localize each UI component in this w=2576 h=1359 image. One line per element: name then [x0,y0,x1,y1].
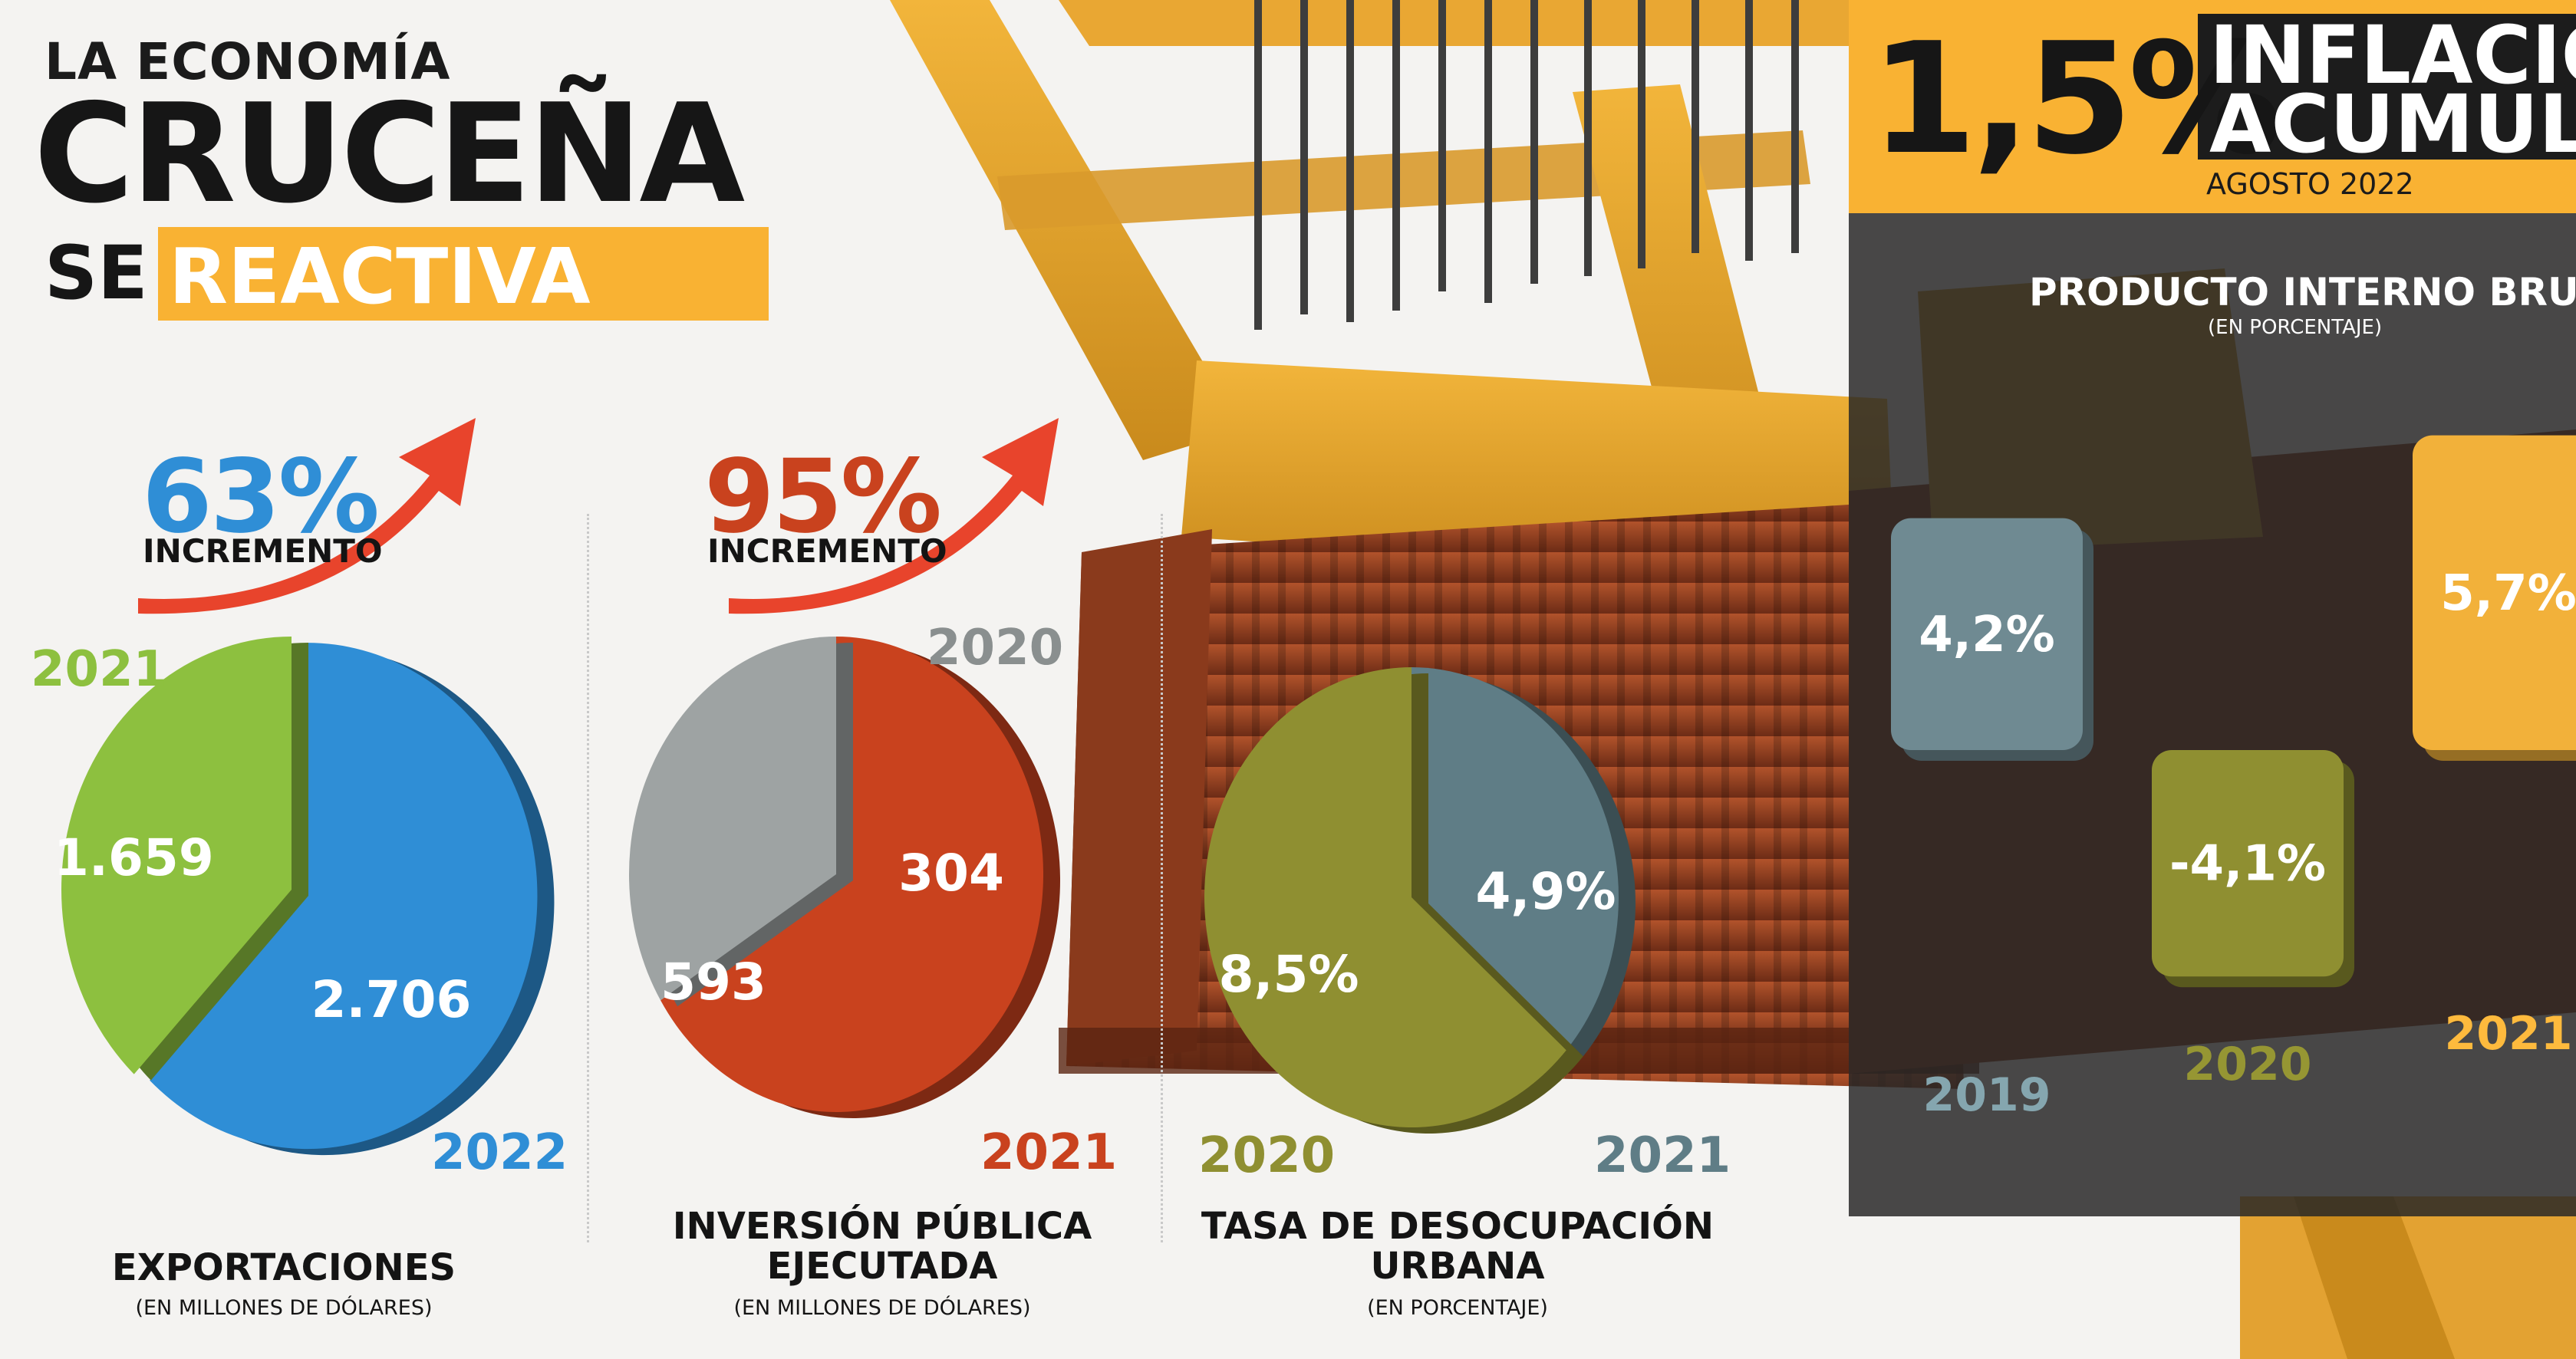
unemp-label-2021: 2021 [1594,1127,1731,1184]
pib-title: PRODUCTO INTERNO BRUTO [2029,270,2576,314]
inflation-value: 1,5% [1870,10,2282,189]
invest-subtitle: (EN MILLONES DE DÓLARES) [733,1296,1031,1320]
pib-bar-2019 [1891,518,2083,750]
invest-title-2: EJECUTADA [766,1245,998,1288]
divider-2 [1161,514,1163,1242]
header-line-3b: REACTIVA [169,232,591,321]
arrow-up-icon [729,418,1059,614]
invest-value-2021: 593 [660,953,766,1012]
pib-bar-chart: 4,2% 2019 -4,1% 2020 5,7% 2021 [1891,435,2576,1122]
pib-bar-2020 [2152,750,2344,977]
export-value-2021: 1.659 [54,828,214,887]
pib-value-2020: -4,1% [2169,836,2326,893]
pib-category-2019: 2019 [1923,1068,2051,1122]
invest-increment-value: 95% [704,438,942,556]
pib-value-2019: 4,2% [1919,607,2055,663]
pib-category-2021: 2021 [2445,1007,2573,1061]
unemp-value-2020: 8,5% [1218,945,1359,1004]
invest-increment-label: INCREMENTO [707,532,947,570]
invest-title-1: INVERSIÓN PÚBLICA [672,1205,1092,1248]
export-label-2022: 2022 [431,1124,568,1181]
pie-0-slice-2021 [61,637,292,1074]
header-band: REACTIVA [158,227,769,321]
inflation-label-1: INFLACIÓN [2209,21,2576,90]
header-line-1: LA ECONOMÍA [44,32,451,91]
divider-1 [587,514,589,1242]
inflation-date: AGOSTO 2022 [2206,167,2414,201]
unemp-subtitle: (EN PORCENTAJE) [1367,1296,1548,1320]
export-increment-value: 63% [142,438,380,556]
unemp-value-2021: 4,9% [1475,862,1616,921]
invest-label-2021: 2021 [980,1124,1118,1181]
pie-2-slice-2021 [1412,667,1619,1051]
export-subtitle: (EN MILLONES DE DÓLARES) [135,1296,433,1320]
unemp-title-2: URBANA [1370,1245,1545,1288]
inflation-label-bg [2198,14,2576,160]
pie-0-slice-2022 [150,643,538,1150]
increment-arrows [138,418,1059,614]
header-line-2: CRUCEÑA [34,74,745,233]
pib-category-2020: 2020 [2184,1038,2312,1091]
pib-bar-2021 [2413,435,2576,750]
export-value-2022: 2.706 [311,970,472,1029]
header-line-3a: SE [44,230,148,316]
invest-label-2020: 2020 [927,620,1064,676]
export-title: EXPORTACIONES [111,1246,456,1289]
arrow-up-icon [138,418,476,614]
export-increment-label: INCREMENTO [143,532,383,570]
pib-subtitle: (EN PORCENTAJE) [2208,316,2383,339]
pib-value-2021: 5,7% [2440,565,2576,622]
export-label-2021: 2021 [31,641,168,698]
unemp-label-2020: 2020 [1198,1127,1336,1184]
pie-2-slice-2020 [1204,667,1566,1127]
unemp-title-1: TASA DE DESOCUPACIÓN [1201,1205,1715,1248]
invest-value-2020: 304 [898,844,1004,903]
pie-1-slice-2020 [629,637,836,1001]
inflation-label-2: ACUMULADA [2209,90,2576,160]
